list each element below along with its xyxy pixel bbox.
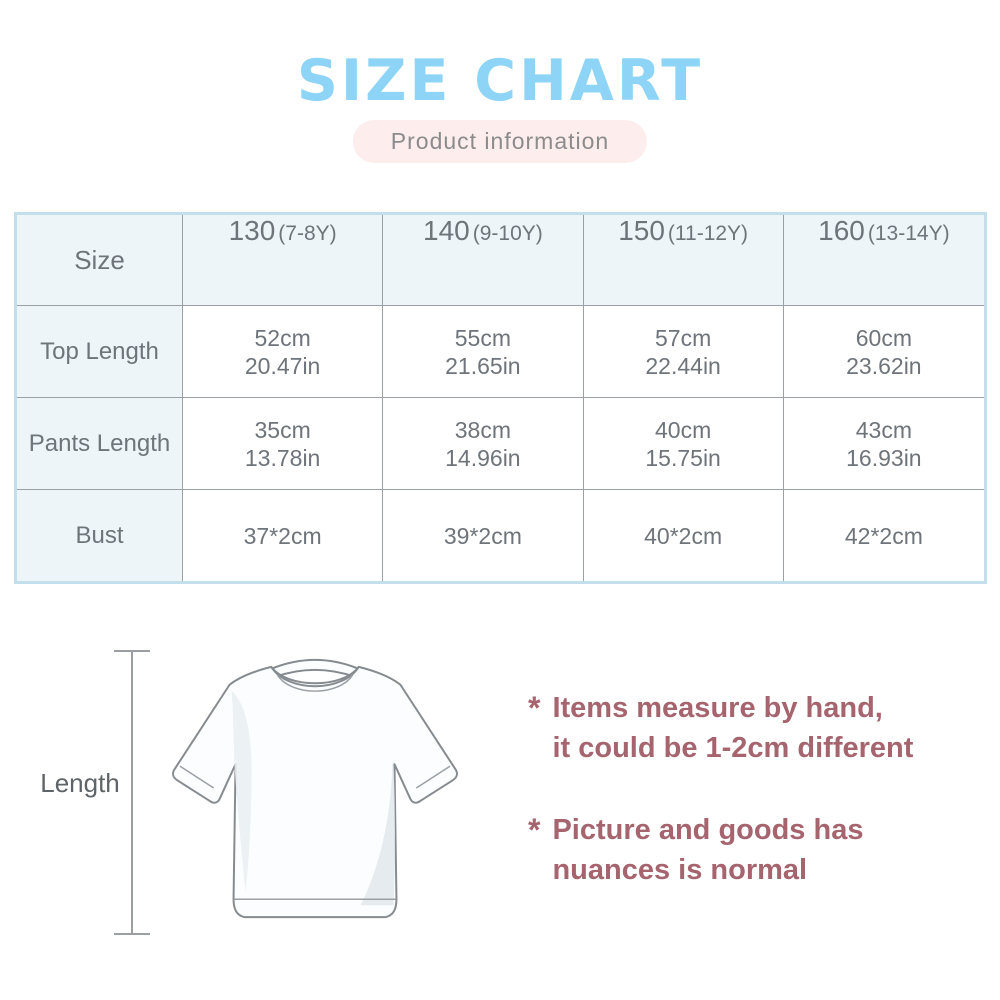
note-line: it could be 1-2cm different — [552, 732, 914, 764]
row-label-bust: Bust — [17, 490, 183, 581]
table-cell: 40cm 15.75in — [583, 398, 784, 490]
table-header-140: 140 (9-10Y) — [383, 215, 584, 306]
value-cm: 52cm — [254, 324, 311, 351]
row-label-top-length: Top Length — [17, 306, 183, 398]
size-number: 160 — [818, 215, 865, 246]
table-cell: 57cm 22.44in — [583, 306, 784, 398]
table-cell: 38cm 14.96in — [383, 398, 584, 490]
table-cell: 42*2cm — [784, 490, 984, 581]
table-cell: 35cm 13.78in — [183, 398, 384, 490]
table-cell: 43cm 16.93in — [783, 398, 984, 490]
tshirt-illustration — [171, 658, 459, 919]
size-number: 150 — [618, 215, 665, 246]
size-number: 140 — [423, 215, 470, 246]
value-in: 13.78in — [244, 444, 321, 471]
value-in: 23.62in — [846, 352, 922, 379]
asterisk-bullet: * — [528, 812, 541, 848]
note-text: Items measure by hand, it could be 1-2cm… — [552, 688, 913, 768]
table-cell: 60cm 23.62in — [783, 306, 984, 398]
note-text: Picture and goods has nuances is normal — [552, 810, 863, 890]
value-cm: 42*2cm — [844, 522, 923, 549]
value-cm: 40*2cm — [644, 522, 723, 549]
size-age-range: (7-8Y) — [278, 222, 337, 245]
page-title: SIZE CHART — [296, 48, 704, 114]
note-line: Picture and goods has — [552, 814, 864, 846]
note-picture-nuances: * Picture and goods has nuances is norma… — [528, 810, 978, 890]
value-cm: 60cm — [855, 324, 912, 351]
value-in: 21.65in — [445, 352, 521, 379]
asterisk-bullet: * — [528, 690, 541, 726]
value-cm: 57cm — [655, 324, 712, 351]
size-age-range: (11-12Y) — [667, 222, 749, 245]
value-in: 15.75in — [645, 444, 721, 471]
subtitle-text: Product information — [390, 128, 610, 154]
notes: * Items measure by hand, it could be 1-2… — [528, 688, 978, 932]
table-header-130: 130 (7-8Y) — [183, 215, 384, 306]
size-age-range: (13-14Y) — [867, 222, 950, 245]
value-in: 20.47in — [244, 352, 321, 379]
value-cm: 35cm — [254, 416, 311, 443]
subtitle-pill: Product information — [352, 120, 648, 163]
value-cm: 55cm — [454, 324, 511, 351]
value-in: 14.96in — [445, 444, 521, 471]
measure-vertical-line — [131, 650, 133, 935]
note-measure-by-hand: * Items measure by hand, it could be 1-2… — [528, 688, 978, 768]
table-cell: 37*2cm — [183, 490, 384, 581]
value-in: 16.93in — [846, 444, 922, 471]
value-cm: 39*2cm — [443, 522, 522, 549]
table-cell: 52cm 20.47in — [183, 306, 384, 398]
value-in: 22.44in — [645, 352, 721, 379]
value-cm: 40cm — [655, 416, 712, 443]
size-age-range: (9-10Y) — [472, 222, 543, 245]
table-cell: 55cm 21.65in — [383, 306, 584, 398]
value-cm: 37*2cm — [243, 522, 322, 549]
row-label-pants-length: Pants Length — [17, 398, 183, 490]
value-cm: 43cm — [855, 416, 912, 443]
length-label: Length — [40, 768, 120, 798]
length-measure-line — [114, 650, 150, 935]
size-number: 130 — [228, 215, 276, 246]
note-line: Items measure by hand, — [552, 692, 883, 724]
value-cm: 38cm — [454, 416, 511, 443]
note-line: nuances is normal — [552, 854, 808, 886]
size-table: Size 130 (7-8Y) 140 (9-10Y) 150 (11-12Y)… — [14, 212, 987, 584]
table-header-160: 160 (13-14Y) — [783, 215, 984, 306]
table-cell: 40*2cm — [584, 490, 784, 581]
table-corner-size: Size — [17, 215, 183, 306]
table-cell: 39*2cm — [383, 490, 584, 581]
table-header-150: 150 (11-12Y) — [583, 215, 784, 306]
